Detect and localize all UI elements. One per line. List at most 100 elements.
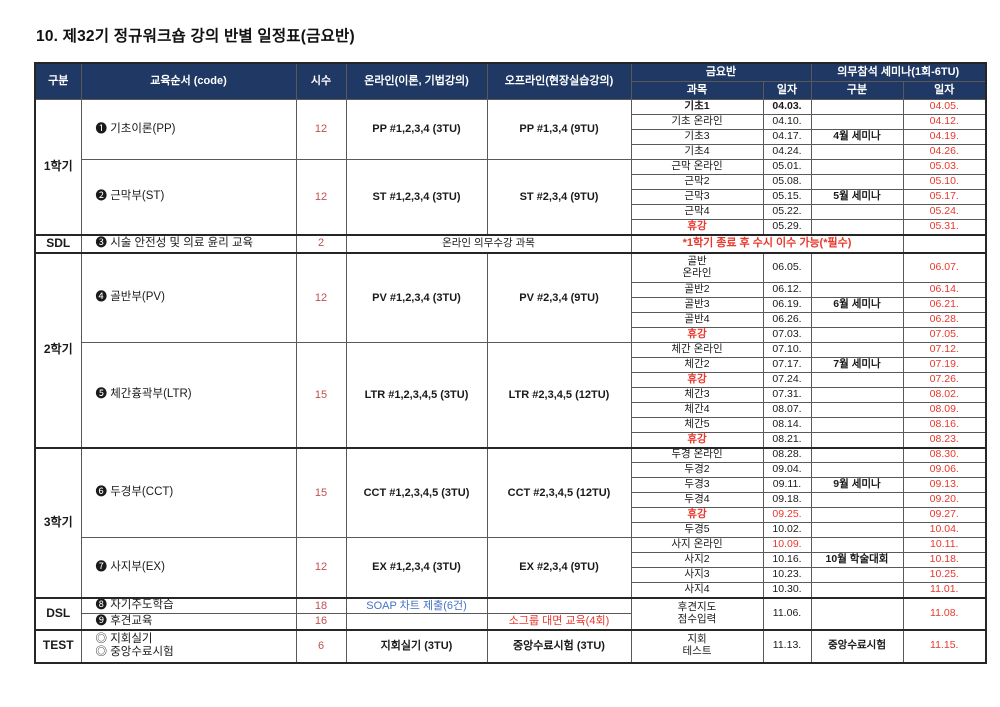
subject-cell-holiday: 휴강 xyxy=(630,432,764,448)
online-cell: CCT #1,2,3,4,5 (3TU) xyxy=(345,446,488,538)
date-cell: 07.17. xyxy=(762,357,812,373)
seminar-date-cell: 05.03. xyxy=(902,159,987,175)
date-cell: 09.11. xyxy=(762,477,812,493)
date-cell: 10.23. xyxy=(762,567,812,583)
header-offline: 오프라인(현장실습강의) xyxy=(486,62,632,100)
seminar-type-cell xyxy=(810,402,904,418)
seminar-type-cell xyxy=(810,432,904,448)
seminar-type-cell: 5월 세미나 xyxy=(810,189,904,205)
seminar-type-cell: 9월 세미나 xyxy=(810,477,904,493)
subject-cell-holiday: 휴강 xyxy=(630,327,764,343)
subject-cell: 체간5 xyxy=(630,417,764,433)
seminar-type-cell xyxy=(810,342,904,358)
seminar-date-cell: 05.24. xyxy=(902,204,987,220)
seminar-type-cell xyxy=(810,507,904,523)
seminar-date-cell: 04.05. xyxy=(902,99,987,115)
subject-cell: 기초4 xyxy=(630,144,764,160)
offline-cell: EX #2,3,4 (9TU) xyxy=(486,537,632,598)
date-cell: 06.26. xyxy=(762,312,812,328)
seminar-date-cell: 08.16. xyxy=(902,417,987,433)
seminar-date-cell: 09.27. xyxy=(902,507,987,523)
subject-cell: 근막2 xyxy=(630,174,764,190)
seminar-date-cell: 09.20. xyxy=(902,492,987,508)
section-cell-test: TEST xyxy=(34,628,82,663)
online-cell: SOAP 차트 제출(6건) xyxy=(345,596,488,614)
seminar-date-cell: 04.19. xyxy=(902,129,987,145)
date-cell: 08.28. xyxy=(762,446,812,463)
seminar-date-cell: 10.25. xyxy=(902,567,987,583)
seminar-type-cell xyxy=(810,387,904,403)
subject-cell: 근막3 xyxy=(630,189,764,205)
seminar-date-cell: 07.19. xyxy=(902,357,987,373)
date-cell: 07.10. xyxy=(762,342,812,358)
seminar-type-cell xyxy=(810,282,904,298)
offline-cell: 소그룹 대면 교육(4회) xyxy=(486,613,632,630)
section-cell-dsl: DSL xyxy=(34,596,82,630)
offline-cell: PP #1,3,4 (9TU) xyxy=(486,99,632,160)
course-name-cell: ❼ 사지부(EX) xyxy=(80,537,297,598)
seminar-date-cell: 04.26. xyxy=(902,144,987,160)
offline-cell: PV #2,3,4 (9TU) xyxy=(486,251,632,343)
hours-cell: 2 xyxy=(295,233,347,253)
date-cell: 10.09. xyxy=(762,537,812,553)
subject-cell: 지회 테스트 xyxy=(630,628,764,663)
seminar-type-cell xyxy=(810,537,904,553)
schedule-table: 구분 교육순서 (code) 시수 온라인(이론, 기법강의) 오프라인(현장실… xyxy=(34,62,987,664)
subject-cell: 기초 온라인 xyxy=(630,114,764,130)
course-name-cell: ❽ 자기주도학습 xyxy=(80,596,297,614)
seminar-type-cell: 7월 세미나 xyxy=(810,357,904,373)
date-cell: 05.01. xyxy=(762,159,812,175)
seminar-date-cell: 09.13. xyxy=(902,477,987,493)
hours-cell: 12 xyxy=(295,99,347,160)
offline-cell: LTR #2,3,4,5 (12TU) xyxy=(486,342,632,448)
seminar-date-cell: 11.15. xyxy=(902,628,987,663)
subject-cell: 두경3 xyxy=(630,477,764,493)
seminar-date-cell: 07.26. xyxy=(902,372,987,388)
header-subject: 과목 xyxy=(630,81,764,100)
header-friday-group: 금요반 xyxy=(630,62,812,82)
seminar-date-cell: 08.23. xyxy=(902,432,987,448)
seminar-date-cell: 08.02. xyxy=(902,387,987,403)
online-cell: ST #1,2,3,4 (3TU) xyxy=(345,159,488,235)
offline-cell: CCT #2,3,4,5 (12TU) xyxy=(486,446,632,538)
header-seminar-date: 일자 xyxy=(902,81,987,100)
subject-cell: 두경5 xyxy=(630,522,764,538)
seminar-type-cell xyxy=(810,159,904,175)
section-cell-semester2: 2학기 xyxy=(34,251,82,448)
seminar-date-cell: 10.18. xyxy=(902,552,987,568)
date-cell: 11.13. xyxy=(762,628,812,663)
course-name-cell: ❶ 기초이론(PP) xyxy=(80,99,297,160)
subject-cell: 체간3 xyxy=(630,387,764,403)
subject-cell: 후견지도 점수입력 xyxy=(630,596,764,630)
subject-cell: 근막 온라인 xyxy=(630,159,764,175)
section-cell-sdl: SDL xyxy=(34,233,82,253)
seminar-type-cell xyxy=(810,99,904,115)
seminar-date-cell: 09.06. xyxy=(902,462,987,478)
seminar-type-cell xyxy=(810,312,904,328)
seminar-type-cell xyxy=(810,372,904,388)
course-name-cell: ❷ 근막부(ST) xyxy=(80,159,297,235)
date-cell: 04.03. xyxy=(762,99,812,115)
seminar-date-cell: 04.12. xyxy=(902,114,987,130)
online-cell xyxy=(345,613,488,630)
hours-cell: 15 xyxy=(295,446,347,538)
subject-cell: 체간4 xyxy=(630,402,764,418)
seminar-date-cell: 06.28. xyxy=(902,312,987,328)
course-name-cell: ❹ 골반부(PV) xyxy=(80,251,297,343)
subject-cell-holiday: 휴강 xyxy=(630,507,764,523)
subject-cell-holiday: 휴강 xyxy=(630,219,764,235)
header-course: 교육순서 (code) xyxy=(80,62,297,100)
subject-cell: 사지 온라인 xyxy=(630,537,764,553)
date-cell: 06.19. xyxy=(762,297,812,313)
seminar-type-cell xyxy=(810,251,904,283)
seminar-type-cell xyxy=(810,567,904,583)
date-cell: 05.15. xyxy=(762,189,812,205)
seminar-type-cell xyxy=(810,144,904,160)
offline-cell xyxy=(486,596,632,614)
date-cell: 05.29. xyxy=(762,219,812,235)
seminar-date-cell: 08.30. xyxy=(902,446,987,463)
date-cell: 09.18. xyxy=(762,492,812,508)
seminar-type-cell xyxy=(810,219,904,235)
section-cell-semester1: 1학기 xyxy=(34,99,82,235)
seminar-date-cell: 10.11. xyxy=(902,537,987,553)
